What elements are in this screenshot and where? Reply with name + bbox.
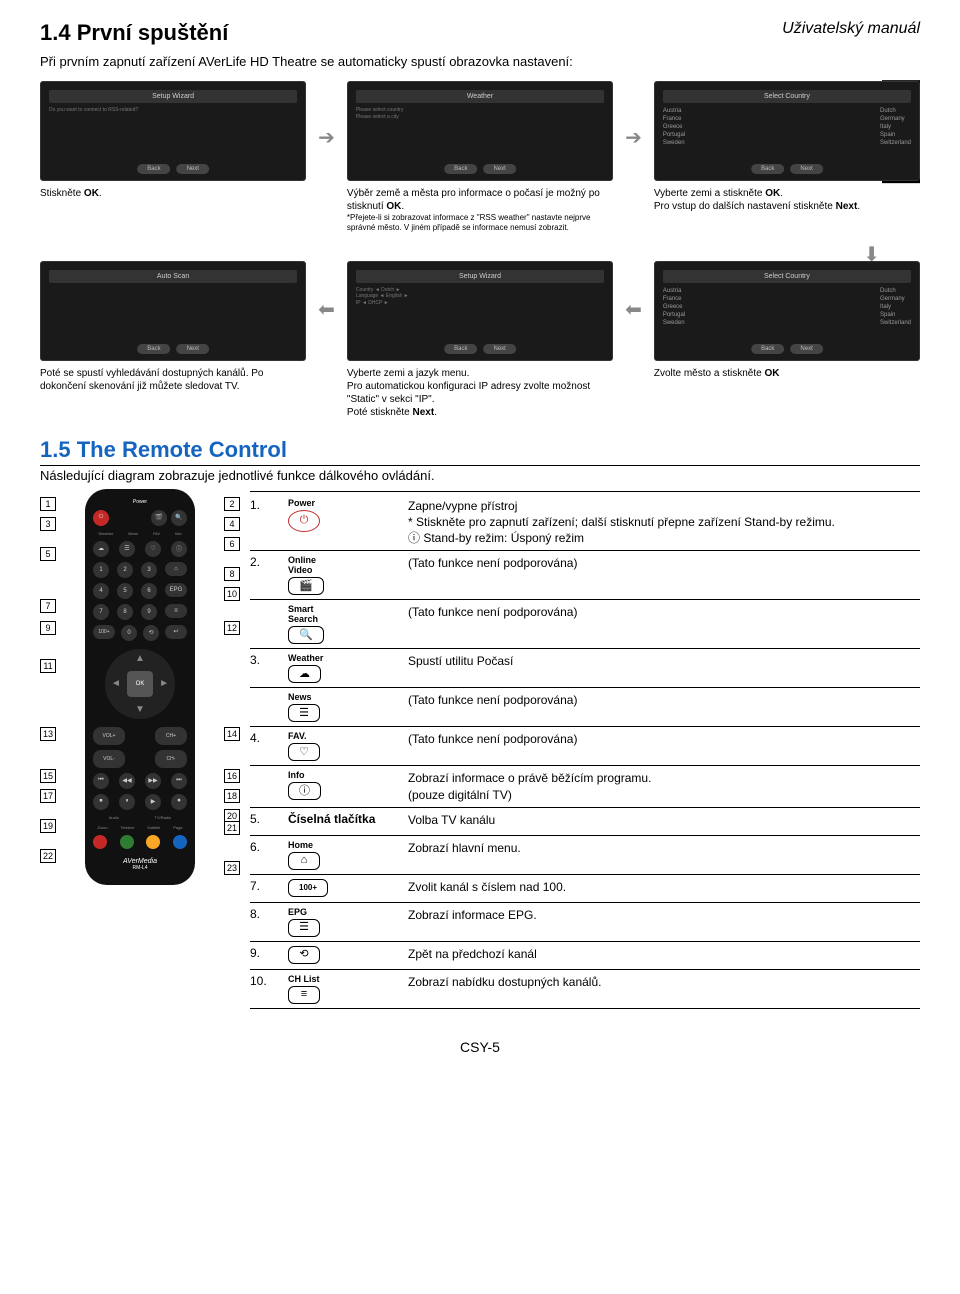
page-footer: CSY-5 bbox=[40, 1039, 920, 1055]
callout-box: 23 bbox=[224, 861, 240, 875]
remote-button-icon: ♡ bbox=[288, 743, 320, 761]
wizard-screen: Select CountryAustriaFranceGreecePortuga… bbox=[654, 81, 920, 181]
callout-box: 21 bbox=[224, 821, 240, 835]
wizard-caption: Stiskněte OK. bbox=[40, 187, 306, 200]
wizard-caption: Zvolte město a stiskněte OK bbox=[654, 367, 920, 380]
remote-button-icon: 🔍 bbox=[288, 626, 324, 644]
remote-button-icon: 🎬 bbox=[288, 577, 324, 595]
callout-box: 1 bbox=[40, 497, 56, 511]
arrow-icon: ➔ bbox=[625, 125, 642, 150]
function-row: 2. OnlineVideo🎬 (Tato funkce není podpor… bbox=[250, 551, 920, 600]
remote-intro: Následující diagram zobrazuje jednotlivé… bbox=[40, 468, 920, 483]
callout-box: 2 bbox=[224, 497, 240, 511]
callout-box: 13 bbox=[40, 727, 56, 741]
function-row: 5. Číselná tlačítka Volba TV kanálu bbox=[250, 808, 920, 836]
remote-button-icon: 100+ bbox=[288, 879, 328, 897]
remote-diagram: 13579111315171922 24681012141618202123 P… bbox=[40, 489, 240, 885]
callout-box: 9 bbox=[40, 621, 56, 635]
function-row: 1. Power⏻ Zapne/vypne přístroj* Stisknět… bbox=[250, 494, 920, 552]
arrow-icon: ⬅ bbox=[625, 297, 642, 322]
wizard-screen: Auto ScanBackNext bbox=[40, 261, 306, 361]
wizard-screen: Select CountryAustriaFranceGreecePortuga… bbox=[654, 261, 920, 361]
callout-box: 4 bbox=[224, 517, 240, 531]
callout-box: 14 bbox=[224, 727, 240, 741]
wizard-caption: Vyberte zemi a jazyk menu.Pro automatick… bbox=[347, 367, 613, 419]
callout-box: 12 bbox=[224, 621, 240, 635]
wizard-screen: Setup WizardDo you want to connect to RS… bbox=[40, 81, 306, 181]
remote-button-icon: ⓘ bbox=[288, 782, 321, 800]
manual-title: Uživatelský manuál bbox=[782, 20, 920, 38]
arrow-icon: ➔ bbox=[318, 125, 335, 150]
callout-box: 11 bbox=[40, 659, 56, 673]
arrow-icon: ⬅ bbox=[318, 297, 335, 322]
function-row: 10. CH List≡ Zobrazí nabídku dostupných … bbox=[250, 970, 920, 1009]
remote-button-icon: ⌂ bbox=[288, 852, 320, 870]
remote-function-table: 1. Power⏻ Zapne/vypne přístroj* Stisknět… bbox=[250, 489, 920, 1009]
function-row: 4. FAV.♡ (Tato funkce není podporována) bbox=[250, 727, 920, 766]
callout-box: 15 bbox=[40, 769, 56, 783]
callout-box: 5 bbox=[40, 547, 56, 561]
function-row: 9. ⟲ Zpět na předchozí kanál bbox=[250, 942, 920, 970]
wizard-caption: Výběr země a města pro informace o počas… bbox=[347, 187, 613, 234]
section-heading: 1.4 První spuštění bbox=[40, 20, 228, 46]
function-row: News☰ (Tato funkce není podporována) bbox=[250, 688, 920, 727]
callout-box: 18 bbox=[224, 789, 240, 803]
remote-button-icon: ⟲ bbox=[288, 946, 320, 964]
callout-box: 17 bbox=[40, 789, 56, 803]
callout-box: 19 bbox=[40, 819, 56, 833]
wizard-caption: Vyberte zemi a stiskněte OK.Pro vstup do… bbox=[654, 187, 920, 213]
function-row: 6. Home⌂ Zobrazí hlavní menu. bbox=[250, 836, 920, 875]
remote-button-icon: ⏻ bbox=[288, 510, 320, 532]
function-row: SmartSearch🔍 (Tato funkce není podporová… bbox=[250, 600, 920, 649]
function-row: 7. 100+ Zvolit kanál s číslem nad 100. bbox=[250, 875, 920, 903]
callout-box: 7 bbox=[40, 599, 56, 613]
function-row: 3. Weather☁ Spustí utilitu Počasí bbox=[250, 649, 920, 688]
remote-button-icon: ☰ bbox=[288, 919, 320, 937]
callout-box: 6 bbox=[224, 537, 240, 551]
remote-heading: 1.5 The Remote Control bbox=[40, 437, 920, 463]
callout-box: 8 bbox=[224, 567, 240, 581]
wizard-screen: Setup WizardCountry ◄ Dutch ►Language ◄ … bbox=[347, 261, 613, 361]
function-row: 8. EPG☰ Zobrazí informace EPG. bbox=[250, 903, 920, 942]
remote-button-icon: ☰ bbox=[288, 704, 320, 722]
intro-text: Při prvním zapnutí zařízení AVerLife HD … bbox=[40, 54, 920, 69]
wizard-caption: Poté se spustí vyhledávání dostupných ka… bbox=[40, 367, 306, 393]
callout-box: 22 bbox=[40, 849, 56, 863]
wizard-screen: WeatherPlease select countryPlease selec… bbox=[347, 81, 613, 181]
remote-button-icon: ☁ bbox=[288, 665, 321, 683]
function-row: Infoⓘ Zobrazí informace o právě běžícím … bbox=[250, 766, 920, 807]
callout-box: 16 bbox=[224, 769, 240, 783]
callout-box: 3 bbox=[40, 517, 56, 531]
remote-button-icon: ≡ bbox=[288, 986, 320, 1004]
callout-box: 10 bbox=[224, 587, 240, 601]
